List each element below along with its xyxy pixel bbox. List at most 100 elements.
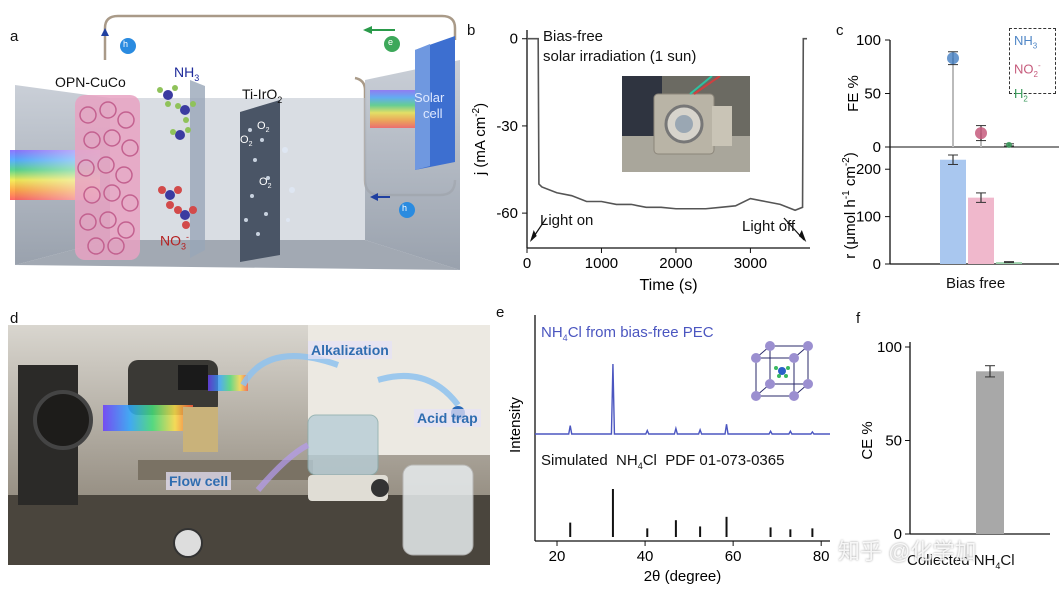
x-category-f-prefix: Collected NH	[907, 552, 996, 569]
annotation-bias-free: Bias-free	[543, 28, 604, 45]
ce-bar	[976, 371, 1004, 534]
hole-badge-top	[120, 38, 136, 54]
ti-iro2-anode	[240, 100, 280, 262]
bottom-y-tick-label-c-1: 100	[856, 209, 881, 226]
legend-nh3-text: NH	[1014, 33, 1033, 48]
bottom-y-tick-label-c-0: 0	[873, 256, 881, 273]
legend-nh3-sub: 3	[1032, 41, 1038, 51]
top-y-tick-label-c-2: 100	[856, 32, 881, 49]
rate-bar-0	[940, 159, 966, 264]
legend-h2-sub: 2	[1023, 94, 1028, 104]
panel-label-c: c	[836, 22, 844, 39]
panel-label-d: d	[10, 310, 19, 327]
y-tick-label-f-0: 0	[894, 526, 902, 543]
no3-sub: 3	[181, 241, 187, 252]
no3-molecules	[158, 186, 197, 229]
y-axis-label-e: Intensity	[507, 397, 524, 453]
o2-sub-1: 2	[265, 127, 270, 135]
panel-label-a: a	[10, 28, 19, 45]
y-tick-label-b-1: -30	[496, 118, 518, 135]
nh3-text: NH	[174, 64, 195, 80]
label-alkalization: Alkalization	[308, 341, 392, 359]
nh3-sub: 3	[194, 72, 200, 83]
sim-title-prefix: Simulated NH	[541, 452, 638, 469]
sim-title-sub: 4	[637, 461, 643, 471]
x-axis-label-e: 2θ (degree)	[644, 568, 722, 585]
xrd-title-rest: Cl from bias-free PEC	[567, 324, 714, 341]
arrowhead-light-on	[529, 230, 537, 242]
panel-label-b: b	[467, 22, 476, 39]
y-tick-label-f-2: 100	[877, 339, 902, 356]
x-tick-label-e-1: 40	[637, 548, 654, 565]
bottom-y-axis-label-c-part-0: -1	[841, 190, 852, 199]
x-tick-label-b-0: 0	[523, 255, 531, 272]
hole-text-top: h	[123, 39, 129, 49]
y-tick-label-f-1: 50	[885, 433, 902, 450]
no3-label: NO3-	[160, 232, 189, 251]
o2-text-3: O	[259, 176, 268, 188]
chart-c: 0 50 100 0 100 200 FE % r (μmol h-1 cm-2)	[841, 32, 1059, 273]
fe-point-1	[975, 127, 987, 140]
x-category-f-sub: 4	[995, 561, 1001, 571]
o2-label-3: O2	[259, 176, 271, 190]
o2-sub-2: 2	[248, 141, 253, 149]
o2-sub-3: 2	[267, 183, 272, 191]
x-category-c: Bias free	[946, 275, 1006, 292]
bottom-y-axis-label-c-part-1: cm	[842, 166, 859, 190]
panel-label-e: e	[496, 304, 505, 321]
anode-text: Ti-IrO	[242, 86, 278, 102]
sim-title: Simulated NH4Cl PDF 01-073-0365	[541, 452, 784, 471]
bottom-y-axis-label-c: r (μmol h-1 cm-2)	[841, 152, 859, 258]
chart-b: 0 1000 2000 3000 0 -30 -60 Time (s) j (mA cm-2)	[471, 30, 810, 294]
legend-h2: H2	[1014, 84, 1051, 109]
x-tick-label-b-3: 3000	[734, 255, 767, 272]
nh3-molecules	[157, 85, 196, 140]
panel-d-photo	[8, 325, 490, 565]
legend-nh3: NH3	[1014, 31, 1051, 56]
bottom-y-axis-label-c-part-3: )	[842, 152, 859, 157]
x-tick-label-b-1: 1000	[585, 255, 618, 272]
nh3-label: NH3	[174, 64, 199, 83]
legend-no2-text: NO	[1014, 60, 1034, 76]
top-y-axis-label-c: FE %	[845, 75, 862, 112]
legend-no2-sup: -	[1037, 60, 1041, 70]
panel-label-f: f	[856, 310, 861, 327]
crystal-structure-icon	[751, 341, 813, 401]
electron-text: e	[388, 37, 394, 47]
y-axis-label-b: j (mA cm-2)	[471, 103, 489, 176]
fe-point-0	[947, 52, 959, 65]
y-tick-label-b-2: -60	[496, 205, 518, 222]
y-axis-label-b-close: )	[472, 103, 489, 108]
no3-sup: -	[186, 232, 190, 242]
o2-text-2: O	[240, 134, 249, 146]
x-category-f: Collected NH4Cl	[907, 552, 1015, 571]
x-category-f-rest: Cl	[1000, 552, 1015, 569]
fe-point-2	[1006, 141, 1012, 148]
top-y-tick-label-c-0: 0	[873, 139, 881, 156]
label-flow-cell: Flow cell	[166, 472, 232, 490]
legend-c: NH3 NO2- H2	[1009, 28, 1056, 103]
annotation-light-off: Light off	[742, 218, 796, 235]
bottom-y-axis-label-c-part-2: -2	[841, 157, 852, 166]
legend-h2-text: H	[1014, 85, 1024, 101]
anode-label: Ti-IrO2	[242, 86, 282, 105]
catalyst-label: OPN-CuCo	[55, 74, 126, 90]
x-tick-label-e-0: 20	[549, 548, 566, 565]
legend-no2: NO2-	[1014, 56, 1051, 84]
x-tick-label-e-3: 80	[813, 548, 830, 565]
x-tick-label-e-2: 60	[725, 548, 742, 565]
bottom-y-tick-label-c-2: 200	[856, 161, 881, 178]
y-tick-label-b-0: 0	[510, 31, 518, 48]
electron-badge	[384, 36, 400, 52]
setup-photo-inset	[622, 76, 750, 172]
x-tick-label-b-2: 2000	[659, 255, 692, 272]
xrd-title-sub: 4	[562, 333, 568, 343]
opn-cuco-foam	[75, 95, 140, 260]
label-acid-trap: Acid trap	[414, 409, 481, 427]
jt-curve	[527, 37, 808, 212]
watermark: 知乎 @化学加	[838, 539, 977, 564]
xrd-title: NH4Cl from bias-free PEC	[541, 324, 714, 343]
annotation-light-on: Light on	[540, 212, 594, 229]
solar-cell-label: Solar cell	[414, 90, 444, 122]
solar-cell-line-1: Solar	[414, 90, 445, 105]
